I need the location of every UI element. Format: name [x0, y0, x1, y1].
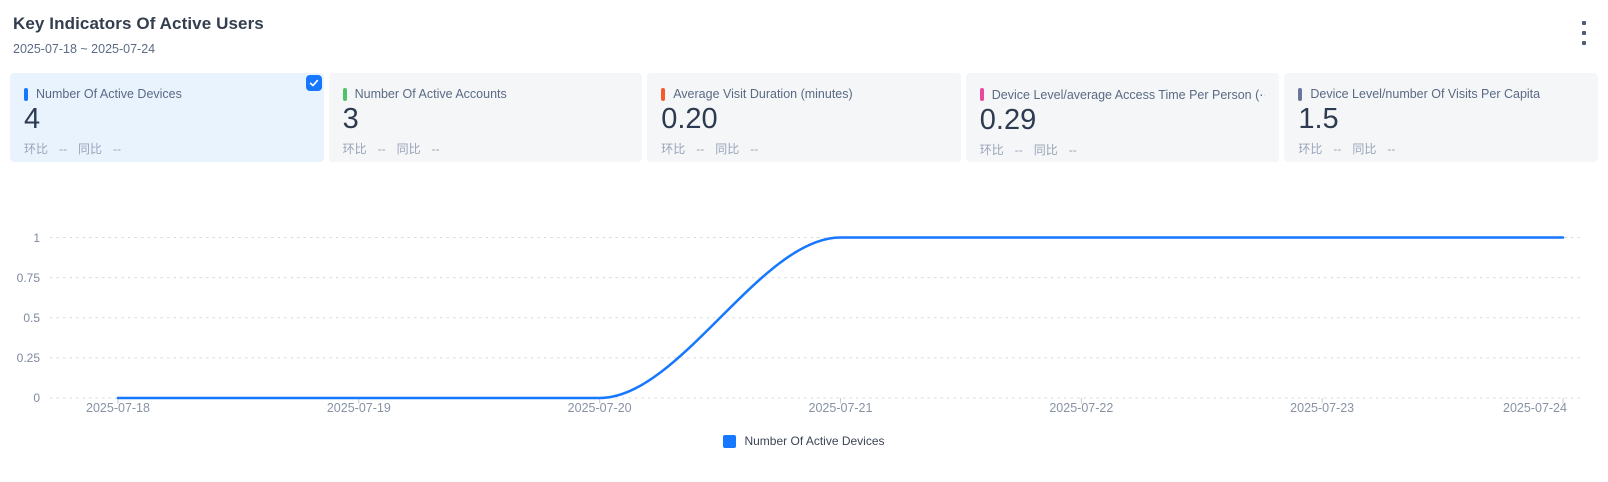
legend-swatch-icon: [723, 434, 737, 448]
y-axis-label: 0.25: [16, 350, 40, 365]
card-label: Number Of Active Devices: [36, 87, 182, 101]
card-label: Number Of Active Accounts: [354, 87, 507, 101]
line-chart: 1 0.75 0.5 0.25 0 2025-07-18 2025-07-19 …: [0, 210, 1608, 440]
kebab-dot: [1582, 41, 1586, 45]
x-axis-label: 2025-07-20: [567, 401, 632, 415]
legend-item-active-devices[interactable]: Number Of Active Devices: [0, 434, 1608, 448]
mom-value: --: [377, 141, 386, 156]
comparison-row: 环比 -- 同比 --: [980, 141, 1266, 158]
mom-value: --: [1333, 141, 1342, 156]
page-title: Key Indicators Of Active Users: [13, 14, 264, 33]
x-axis-label: 2025-07-18: [86, 401, 150, 415]
check-icon: [305, 75, 322, 91]
card-accent-bar: [661, 87, 666, 101]
metric-card-active-devices[interactable]: Number Of Active Devices 4 环比 -- 同比 --: [10, 73, 324, 162]
card-label: Device Level/average Access Time Per Per…: [991, 88, 1266, 102]
kebab-dot: [1582, 21, 1586, 25]
yoy-label: 同比: [1033, 143, 1058, 158]
comparison-row: 环比 -- 同比 --: [661, 140, 947, 157]
y-axis-label: 1: [33, 230, 40, 245]
card-value: 3: [342, 103, 359, 135]
comparison-row: 环比 -- 同比 --: [343, 140, 629, 157]
x-axis-label: 2025-07-24: [1503, 401, 1567, 415]
chart-plot-area: [50, 236, 1584, 404]
metric-card-access-time-per-person[interactable]: Device Level/average Access Time Per Per…: [965, 73, 1280, 162]
mom-label: 环比: [979, 143, 1004, 158]
mom-label: 环比: [342, 142, 367, 157]
card-accent-bar: [979, 88, 984, 101]
yoy-label: 同比: [78, 142, 103, 157]
comparison-row: 环比 -- 同比 --: [24, 140, 310, 157]
yoy-value: --: [1387, 141, 1396, 156]
yoy-value: --: [113, 141, 122, 156]
kebab-menu-icon[interactable]: [1577, 19, 1591, 47]
y-axis-label: 0: [33, 391, 40, 405]
y-axis-label: 0.75: [16, 270, 40, 285]
mom-label: 环比: [661, 142, 686, 157]
yoy-value: --: [750, 141, 759, 156]
y-axis-label: 0.5: [23, 310, 40, 325]
card-value: 0.20: [661, 103, 718, 135]
yoy-value: --: [1068, 142, 1077, 157]
legend-label: Number Of Active Devices: [744, 434, 885, 448]
metric-card-active-accounts[interactable]: Number Of Active Accounts 3 环比 -- 同比 --: [328, 73, 643, 162]
yoy-label: 同比: [396, 142, 421, 157]
x-axis-label: 2025-07-22: [1049, 401, 1114, 415]
metric-card-visits-per-capita[interactable]: Device Level/number Of Visits Per Capita…: [1284, 73, 1598, 162]
card-accent-bar: [342, 87, 347, 101]
card-label: Average Visit Duration (minutes): [673, 87, 853, 101]
card-accent-bar: [1298, 87, 1303, 101]
mom-value: --: [1014, 142, 1023, 157]
card-value: 4: [24, 103, 41, 135]
x-axis-label: 2025-07-23: [1290, 401, 1355, 415]
comparison-row: 环比 -- 同比 --: [1298, 140, 1584, 157]
x-axis-label: 2025-07-19: [326, 401, 391, 415]
series-line: [116, 236, 1565, 400]
card-accent-bar: [24, 87, 28, 101]
x-axis-label: 2025-07-21: [808, 401, 873, 415]
metric-cards-row: Number Of Active Devices 4 环比 -- 同比 -- N…: [10, 73, 1598, 162]
card-value: 1.5: [1298, 103, 1339, 135]
yoy-label: 同比: [1352, 142, 1377, 157]
kebab-dot: [1582, 31, 1586, 35]
mom-label: 环比: [24, 142, 49, 157]
metric-card-visit-duration[interactable]: Average Visit Duration (minutes) 0.20 环比…: [647, 73, 961, 162]
yoy-label: 同比: [715, 142, 740, 157]
mom-label: 环比: [1298, 142, 1323, 157]
mom-value: --: [59, 141, 68, 156]
date-range: 2025-07-18 ~ 2025-07-24: [13, 42, 156, 56]
yoy-value: --: [431, 141, 440, 156]
card-value: 0.29: [979, 104, 1037, 136]
card-label: Device Level/number Of Visits Per Capita: [1310, 87, 1541, 101]
mom-value: --: [696, 141, 705, 156]
